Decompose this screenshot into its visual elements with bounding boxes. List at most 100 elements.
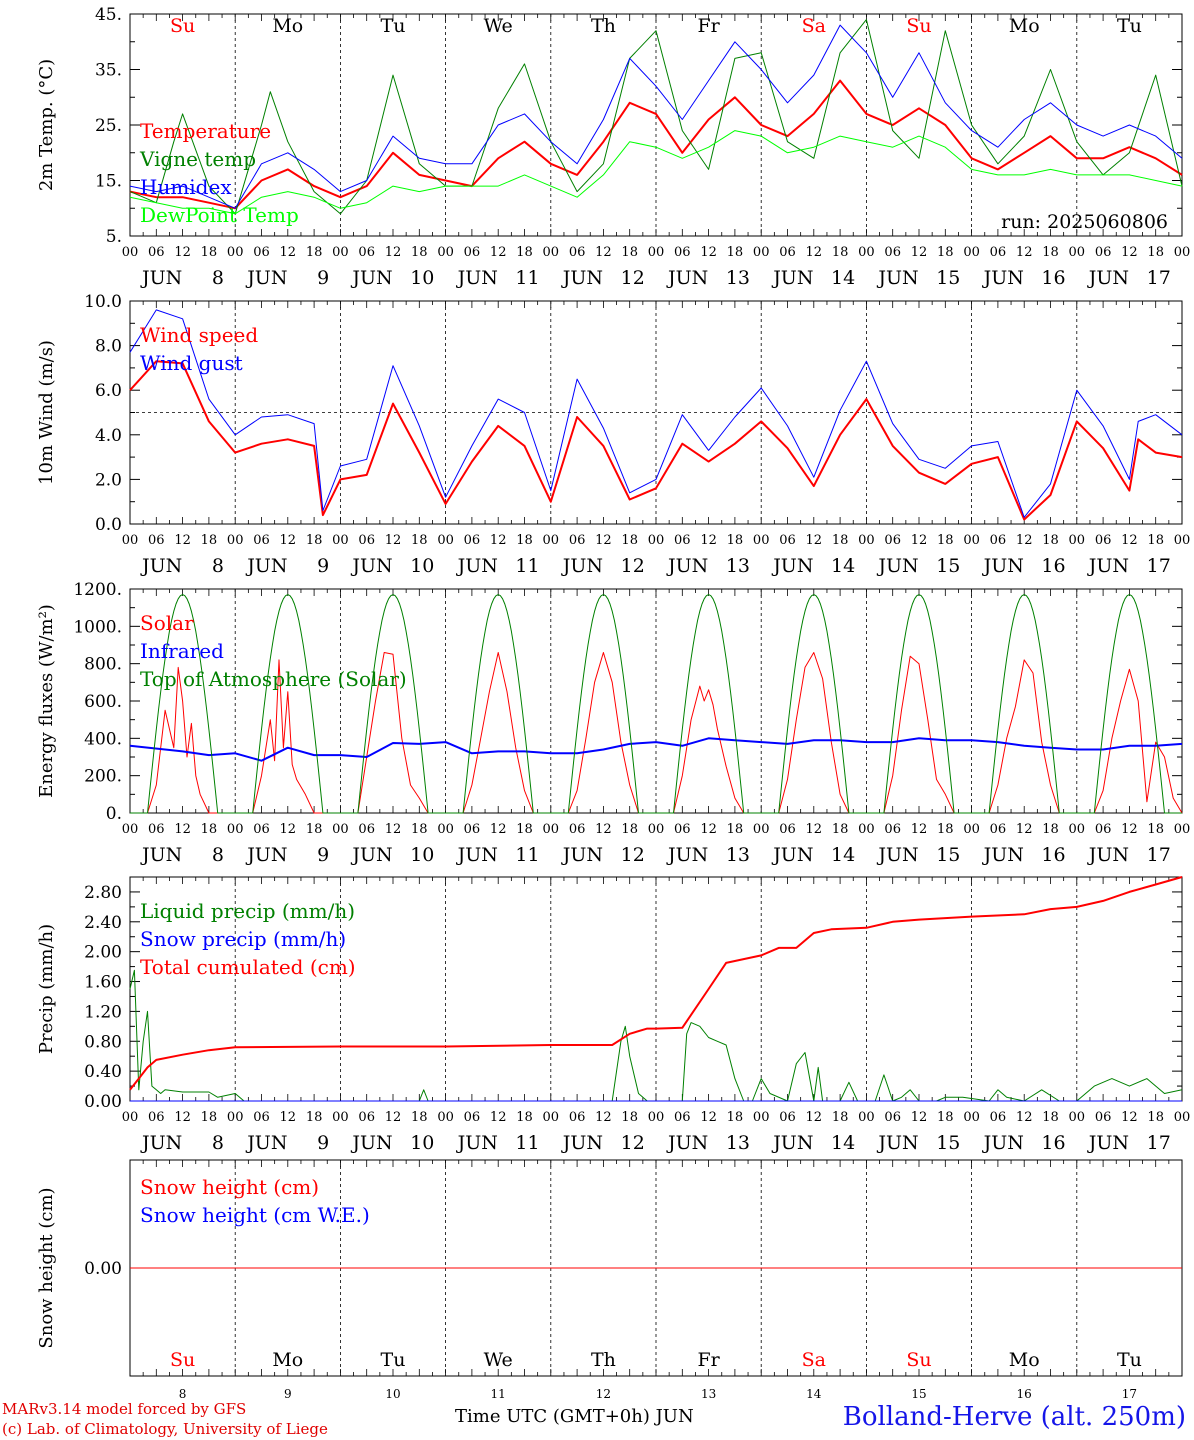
hour-tick-label: 18 [306, 245, 323, 260]
lab-credit: (c) Lab. of Climatology, University of L… [2, 1420, 328, 1438]
y-tick-label: 35. [95, 61, 122, 81]
panel-5: 0.00 Snow height (cm) Snow height (cm) Snow… [36, 1159, 1183, 1401]
hour-tick-label: 12 [806, 822, 823, 837]
hour-tick-label: 00 [543, 822, 560, 837]
y-tick-label: 800. [84, 655, 122, 675]
hour-tick-label: 12 [1016, 533, 1033, 548]
legend-entry: Top of Atmosphere (Solar) [140, 667, 407, 691]
hour-tick-label: 18 [1147, 822, 1164, 837]
day-label: 14 [831, 844, 855, 866]
hour-tick-label: 00 [963, 822, 980, 837]
hour-tick-label: 00 [122, 533, 139, 548]
month-label: JUN [771, 1132, 813, 1154]
hour-tick-label: 12 [280, 822, 297, 837]
hour-tick-label: 06 [358, 245, 375, 260]
hour-tick-label: 00 [332, 245, 349, 260]
hour-tick-label: 12 [280, 533, 297, 548]
hour-tick-label: 12 [490, 245, 507, 260]
month-label: JUN [456, 267, 498, 289]
y-tick-label: 8.0 [95, 337, 122, 357]
y-tick-label: 0.00 [84, 1092, 122, 1112]
hour-tick-label: 00 [963, 533, 980, 548]
hour-tick-label: 12 [1121, 245, 1138, 260]
hour-tick-label: 00 [753, 533, 770, 548]
day-label: 12 [621, 844, 645, 866]
day-name-label: Su [906, 15, 931, 37]
hour-tick-label: 12 [490, 533, 507, 548]
hour-tick-label: 06 [990, 245, 1007, 260]
month-label: JUN [1087, 1132, 1129, 1154]
day-label: 17 [1147, 267, 1171, 289]
hour-tick-label: 06 [990, 533, 1007, 548]
hour-tick-label: 06 [779, 1110, 796, 1125]
legend-entry: Snow height (cm W.E.) [140, 1203, 370, 1227]
hour-tick-label: 12 [1121, 533, 1138, 548]
hour-tick-label: 12 [385, 1110, 402, 1125]
hour-tick-label: 12 [700, 533, 717, 548]
hour-tick-label: 06 [253, 245, 270, 260]
month-label: JUN [666, 844, 708, 866]
hour-tick-label: 06 [674, 822, 691, 837]
day-number-label: 10 [385, 1387, 400, 1401]
day-label: 11 [515, 555, 539, 577]
month-label: JUN [140, 844, 182, 866]
legend-entry: Temperature [140, 119, 271, 143]
hour-tick-label: 06 [253, 822, 270, 837]
month-label: JUN [245, 267, 287, 289]
hour-tick-label: 00 [1069, 245, 1086, 260]
hour-tick-label: 18 [1147, 533, 1164, 548]
hour-tick-label: 18 [1042, 533, 1059, 548]
hour-tick-label: 18 [516, 245, 533, 260]
series-total-cumulated-cm- [129, 876, 1183, 1091]
day-label: 8 [212, 844, 224, 866]
month-label: JUN [982, 844, 1024, 866]
day-number-label: 16 [1017, 1387, 1032, 1401]
day-label: 11 [515, 844, 539, 866]
day-name-label: Sa [802, 15, 826, 37]
day-label: 16 [1041, 844, 1065, 866]
hour-tick-label: 00 [648, 1110, 665, 1125]
day-name-label: Mo [1009, 15, 1040, 37]
hour-tick-label: 18 [411, 533, 428, 548]
hour-tick-label: 12 [700, 822, 717, 837]
hour-tick-label: 18 [201, 1110, 218, 1125]
y-axis-label: Precip (mm/h) [36, 924, 57, 1054]
hour-tick-label: 12 [280, 245, 297, 260]
hour-tick-label: 18 [516, 822, 533, 837]
y-tick-label: 0.00 [84, 1259, 122, 1279]
hour-tick-label: 12 [911, 1110, 928, 1125]
hour-tick-label: 18 [727, 822, 744, 837]
month-label: JUN [350, 844, 392, 866]
day-label: 8 [212, 267, 224, 289]
hour-tick-label: 12 [280, 1110, 297, 1125]
hour-tick-label: 18 [727, 533, 744, 548]
month-label: JUN [561, 844, 603, 866]
hour-tick-label: 12 [595, 822, 612, 837]
day-label: 11 [515, 1132, 539, 1154]
hour-tick-label: 00 [227, 1110, 244, 1125]
month-label: JUN [1087, 844, 1129, 866]
month-label: JUN [561, 267, 603, 289]
month-label: JUN [245, 844, 287, 866]
day-label: 14 [831, 555, 855, 577]
hour-tick-label: 18 [306, 533, 323, 548]
hour-tick-label: 00 [1174, 533, 1191, 548]
hour-tick-label: 18 [937, 245, 954, 260]
hour-tick-label: 12 [1016, 245, 1033, 260]
hour-tick-label: 06 [1095, 533, 1112, 548]
day-name-label: Tu [1117, 15, 1142, 37]
day-label: 16 [1041, 555, 1065, 577]
hour-tick-label: 12 [174, 822, 191, 837]
series-infrared [129, 737, 1183, 762]
hour-tick-label: 00 [332, 1110, 349, 1125]
day-label: 10 [410, 844, 434, 866]
month-label: JUN [982, 555, 1024, 577]
day-number-label: 9 [284, 1387, 292, 1401]
day-label: 14 [831, 267, 855, 289]
y-tick-label: 0. [106, 804, 122, 824]
month-label: JUN [350, 267, 392, 289]
day-label: 9 [317, 844, 329, 866]
y-tick-label: 5. [106, 227, 122, 247]
hour-tick-label: 12 [700, 1110, 717, 1125]
legend-entry: Liquid precip (mm/h) [140, 899, 355, 923]
